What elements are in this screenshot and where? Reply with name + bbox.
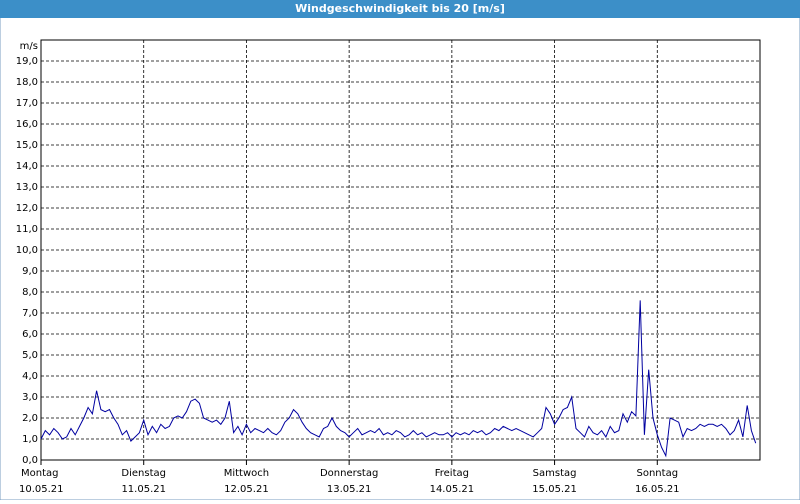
y-tick-label: 4,0 <box>22 371 38 382</box>
y-tick-label: 0,0 <box>22 455 38 466</box>
y-tick-label: 3,0 <box>22 392 38 403</box>
y-tick-label: 9,0 <box>22 266 38 277</box>
x-tick-date: 15.05.21 <box>532 484 577 495</box>
x-tick-date: 16.05.21 <box>635 484 680 495</box>
x-tick-label: Mittwoch <box>224 468 269 479</box>
x-tick-label: Freitag <box>435 468 469 479</box>
y-tick-label: 11,0 <box>16 224 38 235</box>
y-tick-label: 16,0 <box>16 119 38 130</box>
x-tick-date: 13.05.21 <box>327 484 372 495</box>
x-tick-label: Dienstag <box>121 468 166 479</box>
x-tick-date: 11.05.21 <box>121 484 166 495</box>
y-tick-label: 5,0 <box>22 350 38 361</box>
y-tick-label: 17,0 <box>16 98 38 109</box>
y-tick-label: 8,0 <box>22 287 38 298</box>
y-unit: m/s <box>20 41 38 52</box>
x-tick-date: 12.05.21 <box>224 484 269 495</box>
y-tick-label: 10,0 <box>16 245 38 256</box>
x-tick-label: Samstag <box>533 468 577 479</box>
series-line <box>40 300 757 458</box>
y-tick-label: 14,0 <box>16 161 38 172</box>
x-tick-label: Montag <box>21 468 58 479</box>
y-tick-label: 19,0 <box>16 56 38 67</box>
chart-title: Windgeschwindigkeit bis 20 [m/s] <box>295 2 505 15</box>
plot-area <box>40 39 761 461</box>
y-tick-label: 13,0 <box>16 182 38 193</box>
x-tick-date: 10.05.21 <box>19 484 64 495</box>
x-tick-label: Donnerstag <box>320 468 378 479</box>
y-tick-label: 6,0 <box>22 329 38 340</box>
x-tick-label: Sonntag <box>637 468 679 479</box>
y-tick-label: 2,0 <box>22 413 38 424</box>
title-bar <box>0 0 800 18</box>
y-tick-label: 7,0 <box>22 308 38 319</box>
y-tick-label: 12,0 <box>16 203 38 214</box>
y-tick-label: 18,0 <box>16 77 38 88</box>
x-tick-date: 14.05.21 <box>430 484 475 495</box>
y-tick-label: 1,0 <box>22 434 38 445</box>
y-tick-label: 15,0 <box>16 140 38 151</box>
